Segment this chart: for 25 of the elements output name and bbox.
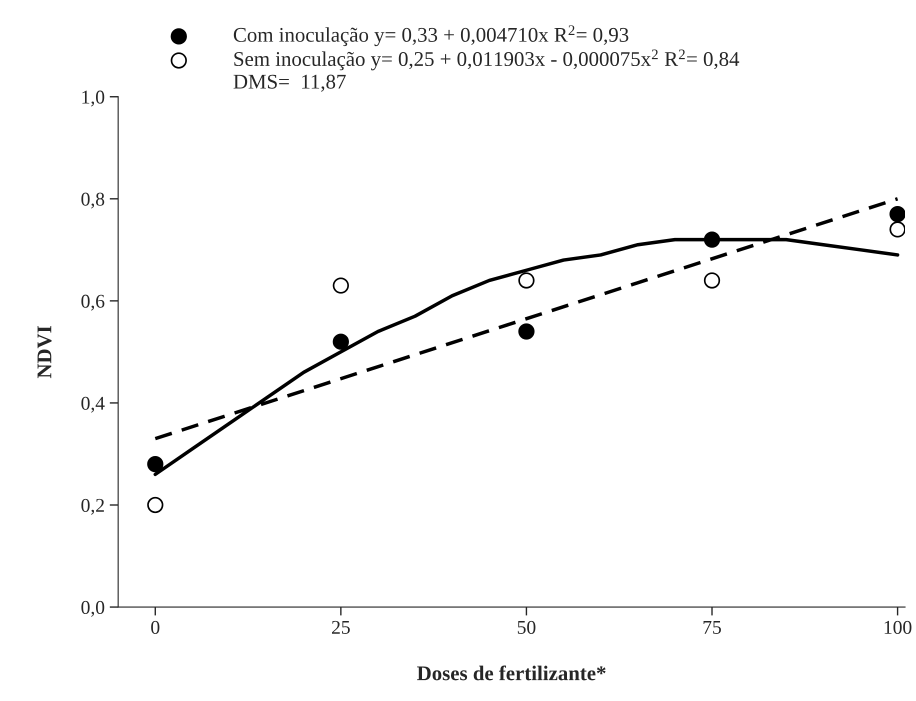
- x-tick-label: 50: [518, 620, 536, 634]
- y-tick-label: 0,2: [81, 498, 104, 515]
- y-tick-label: 0,0: [81, 600, 104, 617]
- x-tick-label: 0: [151, 620, 160, 634]
- point: [518, 323, 535, 340]
- x-axis-title: Doses de fertilizante*: [417, 665, 606, 680]
- x-tick-label: 75: [704, 621, 721, 634]
- point: [332, 334, 349, 350]
- point: [332, 277, 349, 294]
- legend-label: Sem inoculação y= 0,25 + 0,011903x - 0,000075x$^{2}$ R$^{2}$= 0,84: [234, 50, 740, 70]
- point: [704, 272, 720, 289]
- y-tick-label: 0,6: [81, 294, 104, 311]
- y-tick-label: 0,4: [81, 396, 105, 413]
- text: DMS= 11,87: [234, 74, 346, 92]
- y-tick-label: 0,8: [81, 192, 104, 209]
- legend-label: Com inoculação y= 0,33 + 0,004710x R$^{2}$= 0,93: [234, 25, 628, 46]
- y-axis-title: NDVI: [38, 326, 52, 378]
- x-tick-label: 25: [332, 620, 350, 634]
- x-tick-label: 100: [884, 620, 912, 634]
- point: [147, 456, 164, 472]
- point: [889, 206, 906, 222]
- y-tick-label: 1,0: [82, 90, 104, 106]
- point: [147, 496, 164, 514]
- point: [518, 272, 535, 289]
- point: [889, 221, 906, 238]
